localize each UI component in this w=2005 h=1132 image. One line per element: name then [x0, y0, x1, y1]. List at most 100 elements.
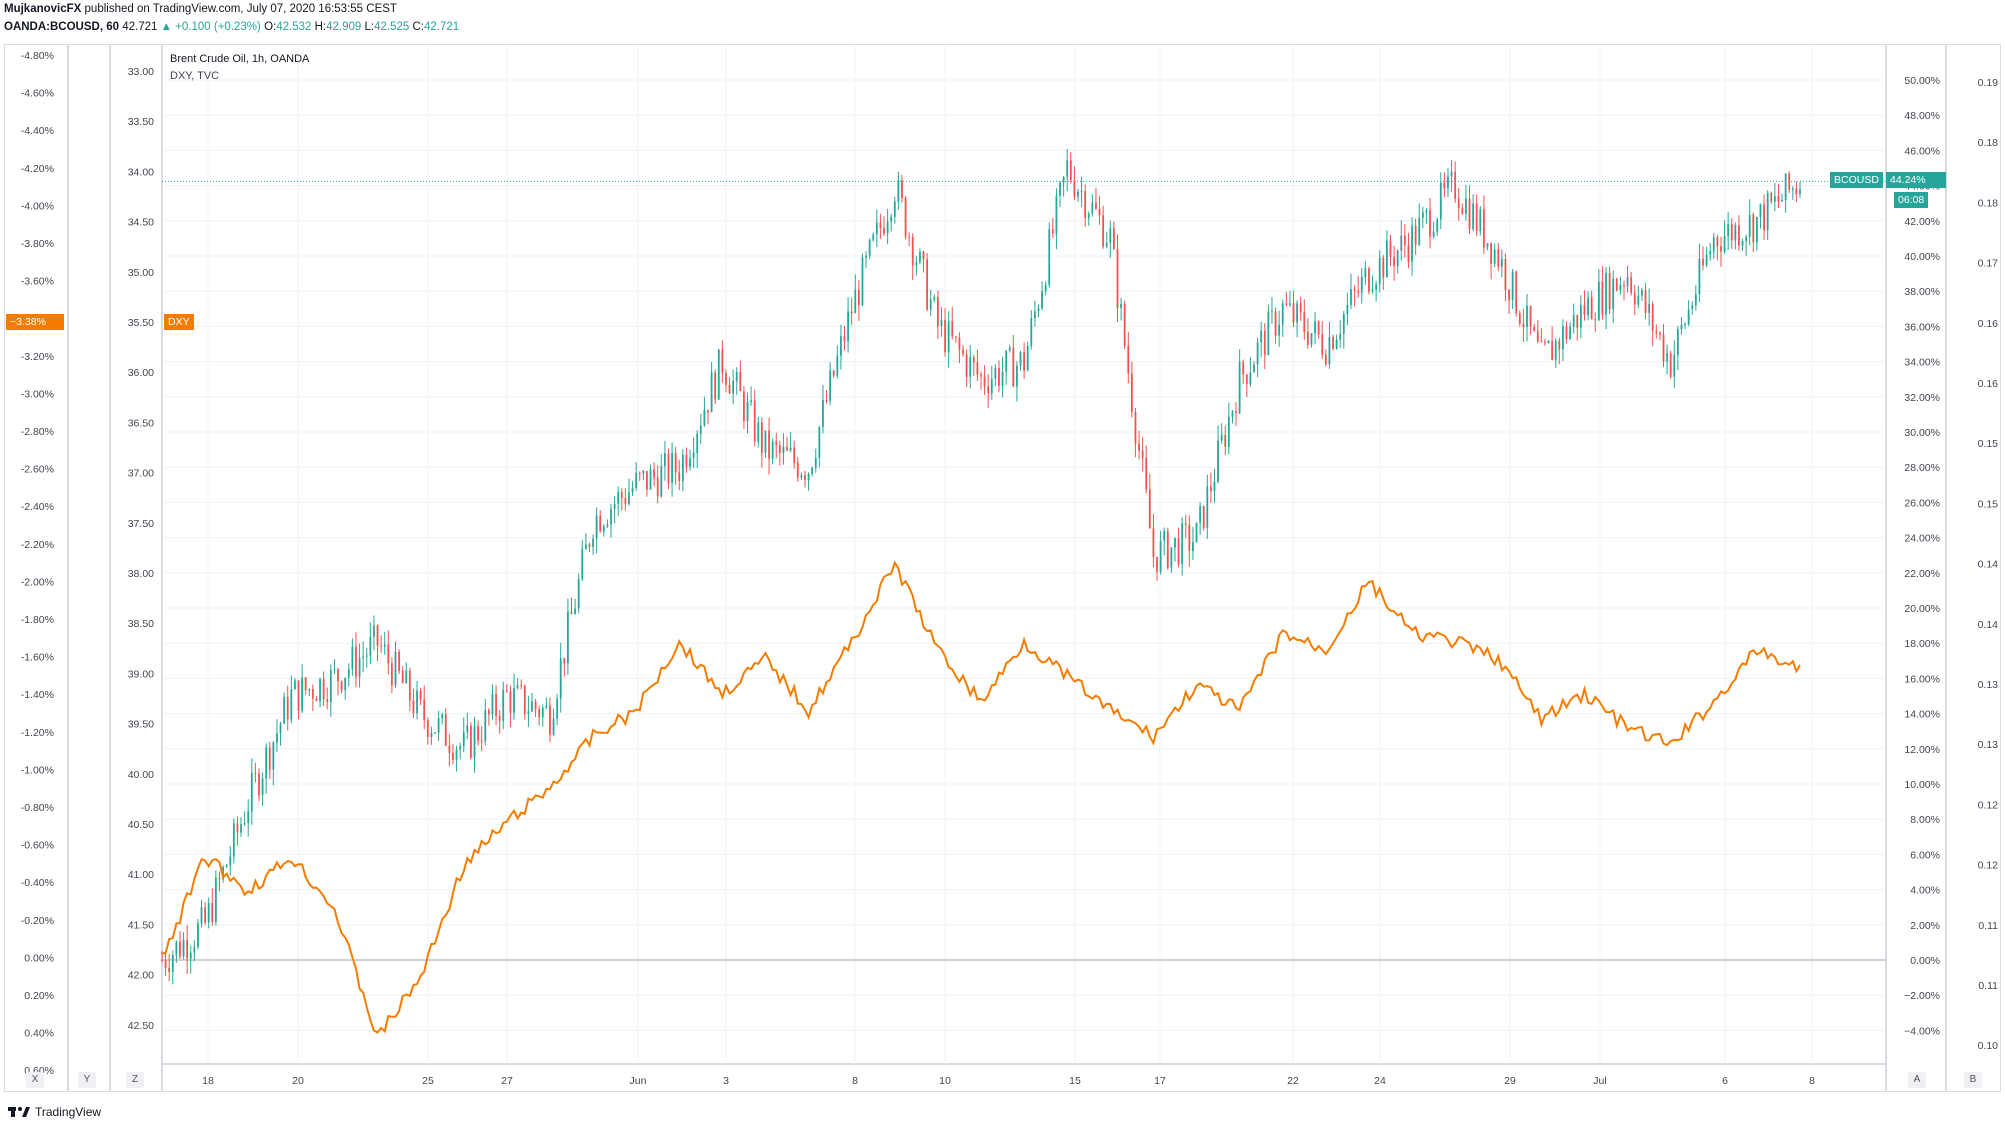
- axis-dxy[interactable]: [110, 44, 162, 1092]
- dxy-price-tick-label: 41.00: [128, 869, 154, 881]
- axis-b-button[interactable]: B: [1964, 1072, 1982, 1088]
- candle-body: [1346, 305, 1349, 315]
- candle-body: [1077, 191, 1079, 197]
- candle-body: [1515, 271, 1518, 314]
- candle-body: [1364, 268, 1367, 277]
- tradingview-logo-icon: [8, 1107, 30, 1117]
- tradingview-branding[interactable]: TradingView: [8, 1105, 101, 1119]
- author-name[interactable]: MujkanovicFX: [4, 3, 82, 15]
- candle-body: [408, 670, 411, 701]
- far-right-tick-label: 0.13: [1978, 739, 1999, 751]
- candle-body: [383, 644, 386, 647]
- candle-body: [1130, 373, 1133, 413]
- candle-body: [926, 259, 929, 310]
- x-tick-label: Jun: [630, 1075, 647, 1087]
- candle-body: [1411, 225, 1413, 262]
- candle-body: [1256, 342, 1259, 365]
- far-left-tick-label: -0.80%: [21, 802, 54, 814]
- candle-body: [829, 370, 832, 402]
- candle-body: [1533, 326, 1536, 331]
- far-right-tick-label: 0.17: [1978, 258, 1999, 270]
- far-right-tick-label: 0.16: [1978, 318, 1999, 330]
- candle-body: [473, 726, 476, 758]
- axis-right-pct[interactable]: [1886, 44, 1946, 1092]
- chart-pane[interactable]: [162, 44, 1886, 1064]
- candle-body: [919, 251, 921, 263]
- axis-x-button[interactable]: X: [26, 1072, 44, 1088]
- far-left-tick-label: -1.00%: [21, 764, 54, 776]
- candle-body: [1084, 190, 1087, 219]
- candle-body: [1554, 340, 1557, 361]
- dxy-price-tick-label: 39.00: [128, 668, 154, 680]
- candle-body: [204, 907, 207, 923]
- candle-body: [376, 625, 379, 646]
- candle-body: [764, 430, 767, 453]
- candle-body: [998, 368, 1000, 386]
- axis-far-left[interactable]: [4, 44, 68, 1092]
- candle-body: [1691, 305, 1694, 310]
- candle-body: [1468, 198, 1471, 230]
- candle-body: [466, 725, 469, 733]
- candle-body: [1536, 330, 1539, 342]
- candle-body: [171, 954, 174, 972]
- candle-body: [1497, 249, 1500, 267]
- candle-body: [1041, 291, 1043, 309]
- axis-blank[interactable]: [68, 44, 110, 1092]
- candle-body: [1648, 304, 1651, 313]
- time-axis[interactable]: [162, 1064, 1886, 1092]
- candle-body: [419, 690, 422, 700]
- candle-body: [646, 471, 648, 490]
- x-tick-label: 8: [852, 1075, 858, 1087]
- candle-body: [1048, 229, 1051, 285]
- candle-body: [1454, 171, 1457, 199]
- candle-body: [1755, 217, 1758, 243]
- low-label: L:: [364, 21, 375, 33]
- candle-body: [1547, 340, 1550, 344]
- candle-body: [1741, 241, 1744, 246]
- x-tick-label: 17: [1154, 1075, 1166, 1087]
- candle-body: [1357, 290, 1360, 293]
- candle-body: [505, 690, 508, 692]
- candle-body: [1177, 538, 1180, 565]
- candle-body: [1490, 243, 1492, 264]
- x-tick-label: 25: [422, 1075, 434, 1087]
- far-right-tick-label: 0.11: [1978, 920, 1998, 932]
- candle-body: [261, 778, 264, 796]
- candle-body: [1479, 209, 1482, 231]
- axis-a-button[interactable]: A: [1908, 1072, 1926, 1088]
- axis-y-button[interactable]: Y: [78, 1072, 96, 1088]
- candle-body: [1738, 225, 1740, 246]
- candle-body: [1597, 281, 1600, 320]
- right-pct-tick-label: 6.00%: [1910, 849, 1940, 861]
- candle-body: [1482, 209, 1485, 248]
- candle-body: [164, 960, 167, 968]
- candle-body: [351, 646, 354, 670]
- candle-body: [584, 544, 587, 550]
- candle-body: [796, 462, 799, 478]
- candle-body: [1579, 305, 1582, 328]
- dxy-price-tick-label: 36.00: [128, 367, 154, 379]
- axis-far-right[interactable]: [1946, 44, 2001, 1092]
- symbol-name[interactable]: OANDA:BCOUSD, 60: [4, 21, 120, 33]
- candle-body: [549, 705, 551, 735]
- last-price: 42.721: [122, 21, 158, 33]
- axis-z-button[interactable]: Z: [126, 1072, 144, 1088]
- candle-body: [455, 749, 458, 760]
- candle-body: [434, 732, 436, 734]
- candle-body: [1005, 350, 1008, 372]
- candle-body: [1375, 284, 1378, 290]
- candle-body: [1371, 289, 1374, 292]
- candle-body: [1152, 528, 1155, 557]
- candle-body: [567, 612, 569, 664]
- candle-body: [1687, 309, 1690, 325]
- right-pct-tick-label: 30.00%: [1904, 427, 1940, 439]
- right-pct-tick-label: 32.00%: [1904, 392, 1940, 404]
- right-pct-tick-label: 40.00%: [1904, 251, 1940, 263]
- candle-body: [405, 670, 408, 684]
- right-pct-tick-label: 48.00%: [1904, 110, 1940, 122]
- far-right-tick-label: 0.14: [1978, 559, 1999, 571]
- candle-body: [1339, 333, 1342, 340]
- candle-body: [1727, 224, 1730, 237]
- dxy-price-tick-label: 33.00: [128, 66, 154, 78]
